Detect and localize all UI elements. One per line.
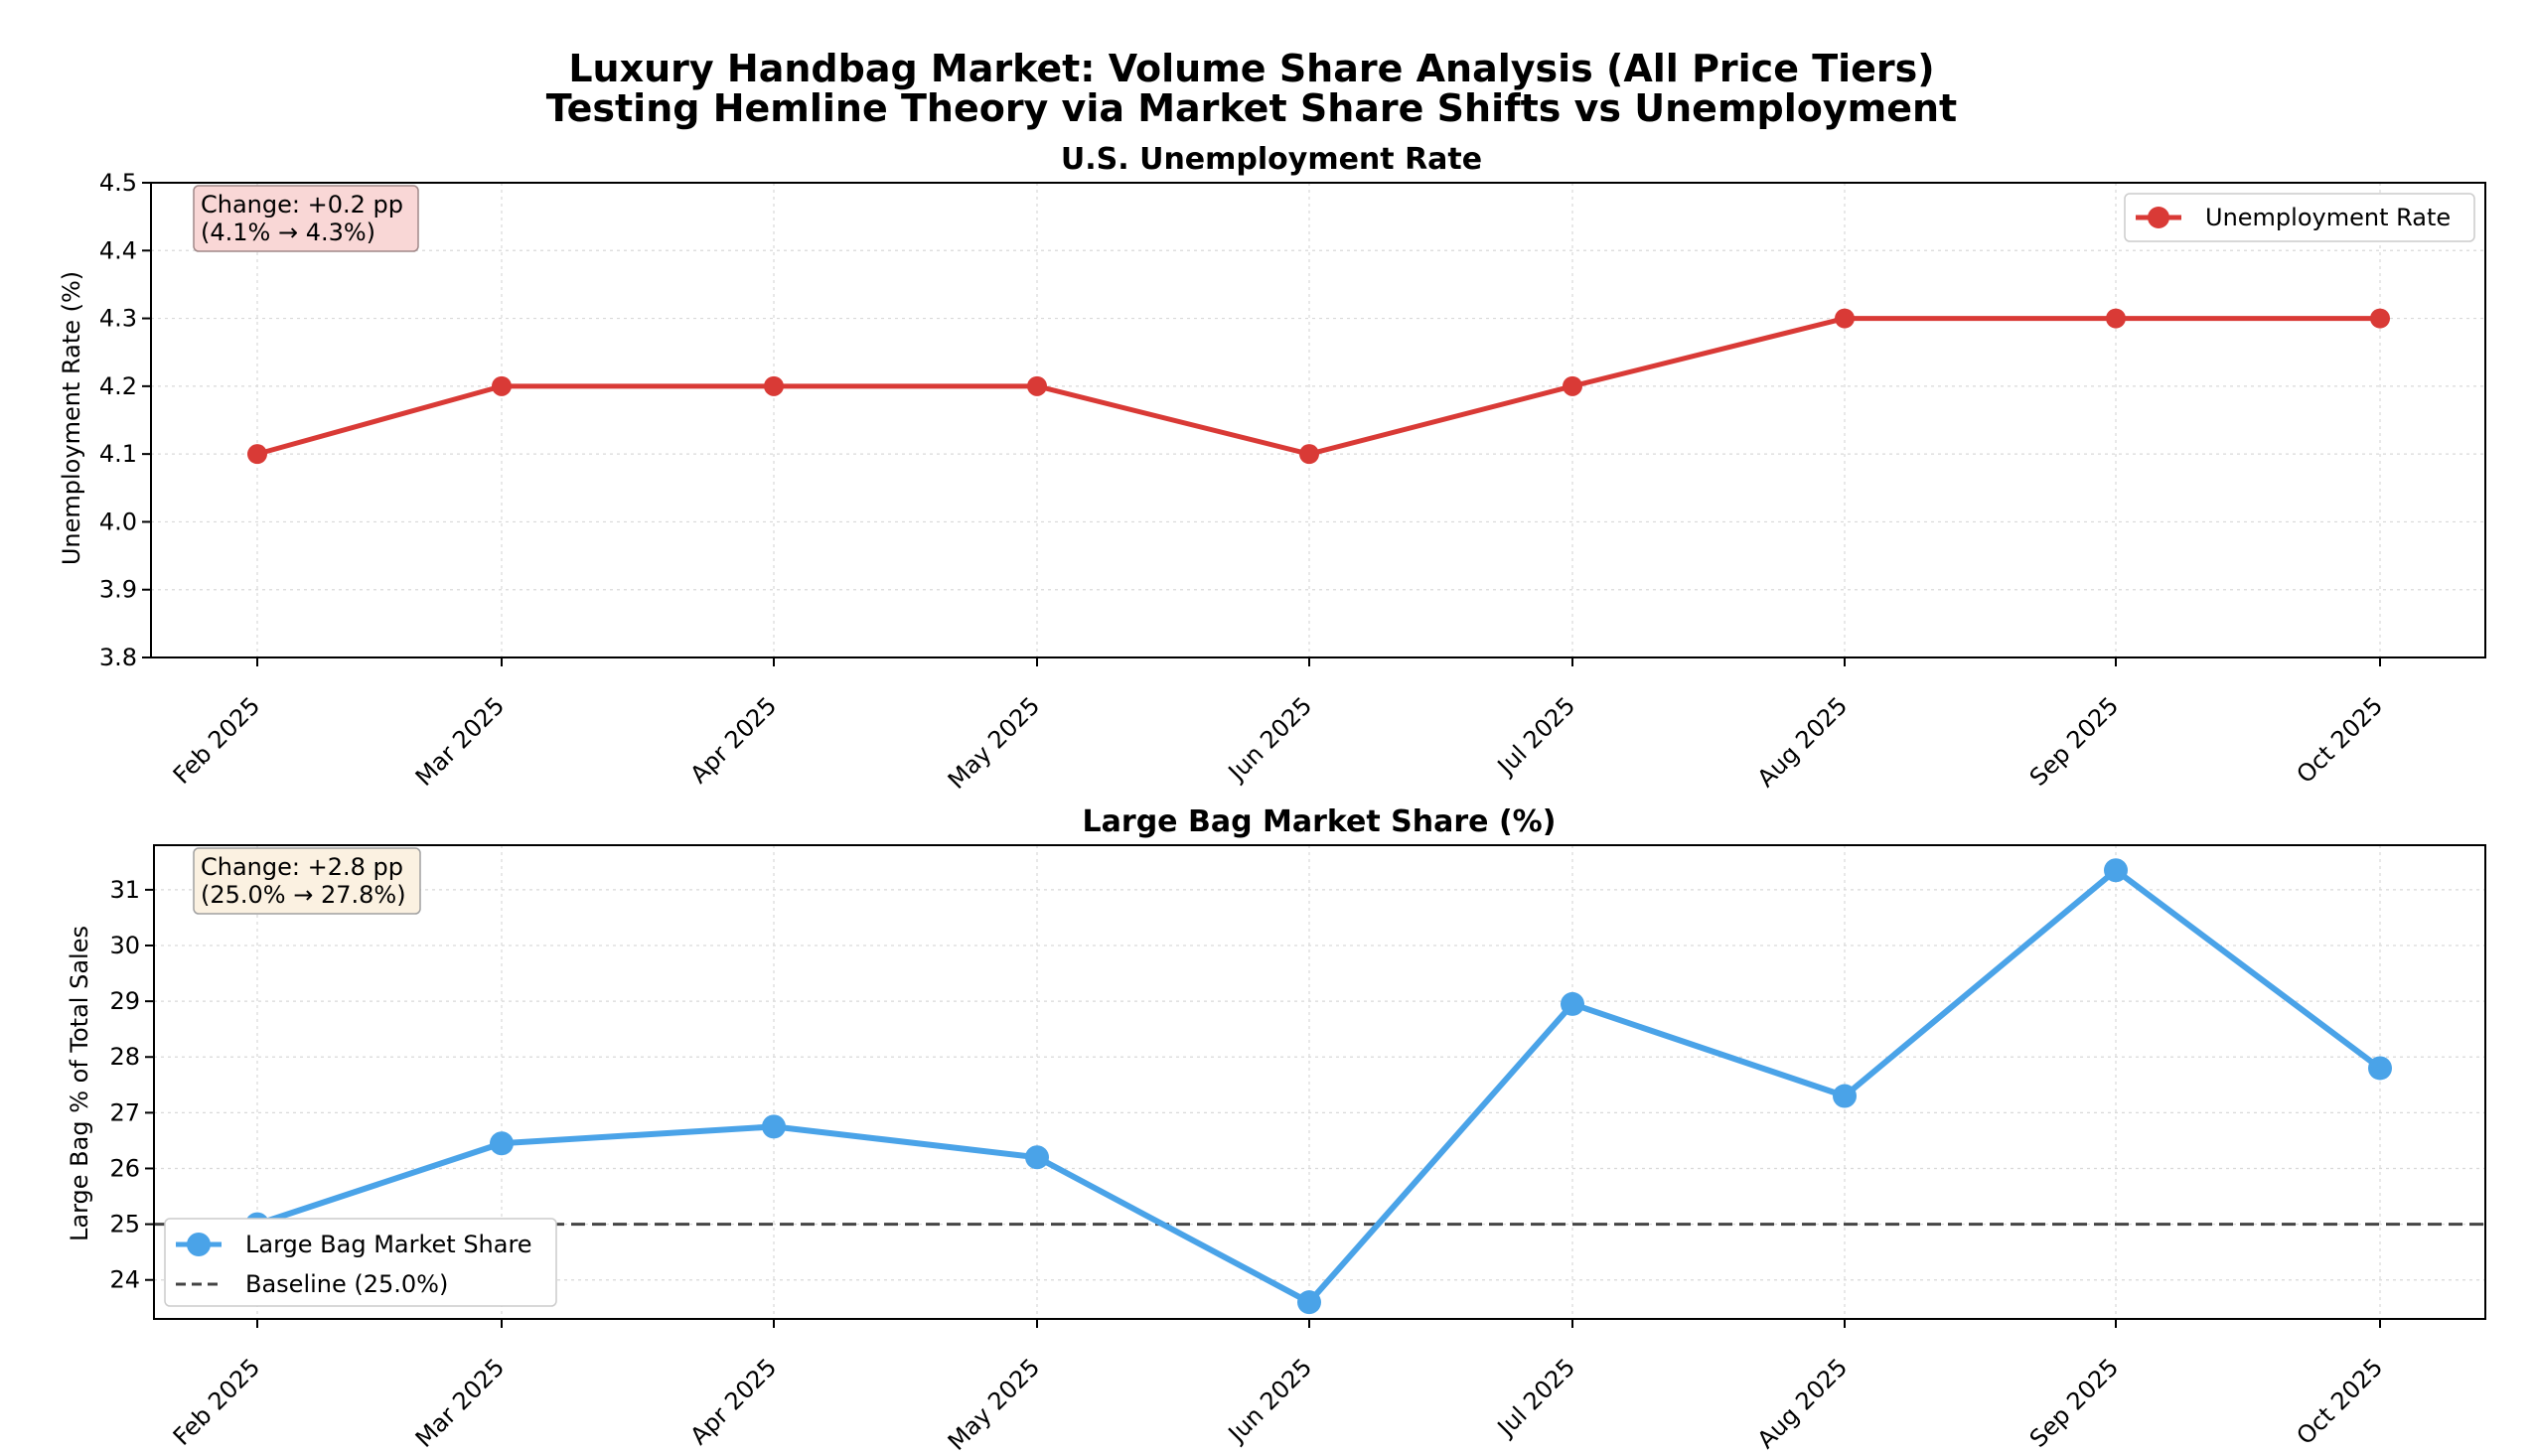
- y-tick-label: 29: [109, 987, 140, 1015]
- y-tick-label: 4.1: [99, 440, 137, 468]
- x-tick-label: Sep 2025: [2024, 1353, 2124, 1452]
- annotation-box: [193, 847, 421, 915]
- data-point: [762, 1114, 786, 1139]
- suptitle-line1: Luxury Handbag Market: Volume Share Anal…: [568, 47, 1934, 90]
- x-tick-label: May 2025: [943, 691, 1045, 794]
- x-tick-label: Apr 2025: [684, 1353, 782, 1450]
- y-axis-label: Large Bag % of Total Sales: [66, 926, 93, 1241]
- y-tick-label: 4.3: [99, 305, 137, 333]
- x-tick-label: Apr 2025: [684, 691, 782, 789]
- y-tick-label: 25: [109, 1211, 140, 1238]
- legend-box: [164, 1218, 557, 1307]
- data-point: [2106, 308, 2126, 329]
- y-tick-label: 4.2: [99, 372, 137, 400]
- x-tick-label: Jul 2025: [1491, 691, 1580, 781]
- data-point: [1835, 308, 1855, 329]
- annotation-line1: Change: +2.8 pp: [201, 853, 403, 881]
- y-tick-label: 4.0: [99, 508, 137, 535]
- y-tick-label: 3.8: [99, 644, 137, 671]
- series-line: [254, 867, 2383, 1306]
- series-line: [254, 316, 2383, 457]
- y-tick-label: 24: [109, 1266, 140, 1294]
- x-tick-label: Aug 2025: [1752, 1353, 1854, 1454]
- y-tick-label: 3.9: [99, 576, 137, 604]
- data-point: [764, 375, 784, 396]
- annotation-line1: Change: +0.2 pp: [201, 191, 403, 218]
- x-tick-label: Mar 2025: [410, 1353, 510, 1452]
- legend-marker-large-bag: [187, 1233, 211, 1256]
- data-point: [492, 375, 512, 396]
- annotation-box: [193, 185, 419, 252]
- legend-marker-unemployment: [2148, 207, 2169, 228]
- plot-frame: [150, 182, 2486, 658]
- x-tick-label: May 2025: [943, 1353, 1045, 1455]
- x-tick-label: Oct 2025: [2292, 691, 2389, 789]
- data-point: [2370, 308, 2390, 329]
- data-point: [2368, 1056, 2392, 1081]
- x-tick-label: Jun 2025: [1222, 691, 1317, 787]
- change-annotation: Change: +2.8 pp (25.0% → 27.8%): [193, 847, 421, 915]
- data-point: [1563, 375, 1582, 396]
- chart-title: U.S. Unemployment Rate: [1061, 142, 1482, 177]
- y-tick-label: 31: [109, 876, 140, 904]
- annotation-line2: (4.1% → 4.3%): [201, 218, 375, 246]
- legend-label-unemployment: Unemployment Rate: [2205, 204, 2451, 231]
- legend-box: [2124, 193, 2475, 242]
- data-point: [2104, 858, 2128, 883]
- legend-label-baseline: Baseline (25.0%): [245, 1270, 448, 1298]
- data-point: [1299, 444, 1319, 465]
- legend: Unemployment Rate: [2124, 193, 2475, 242]
- x-tick-label: Mar 2025: [410, 691, 510, 791]
- y-tick-label: 4.5: [99, 169, 137, 197]
- y-axis-label: Unemployment Rate (%): [58, 271, 85, 565]
- x-tick-label: Sep 2025: [2024, 691, 2124, 791]
- data-point: [1297, 1290, 1321, 1315]
- plot-frame: [153, 844, 2486, 1320]
- data-point: [247, 444, 267, 465]
- x-tick-label: Feb 2025: [168, 691, 265, 789]
- legend-label-large-bag: Large Bag Market Share: [245, 1231, 532, 1258]
- x-tick-label: Aug 2025: [1752, 691, 1854, 793]
- large-bag-share-chart: Large Bag Market Share (%) 24 25 26 27 28 29 3…: [66, 804, 2486, 1456]
- change-annotation: Change: +0.2 pp (4.1% → 4.3%): [193, 185, 419, 252]
- chart-title: Large Bag Market Share (%): [1083, 804, 1557, 839]
- data-point: [1561, 991, 1584, 1016]
- data-point: [1025, 1145, 1049, 1170]
- data-point: [490, 1131, 514, 1156]
- x-tick-label: Jun 2025: [1222, 1353, 1317, 1448]
- annotation-line2: (25.0% → 27.8%): [201, 881, 406, 909]
- y-tick-label: 28: [109, 1043, 140, 1071]
- unemployment-chart: U.S. Unemployment Rate 3.8 3.9 4.0 4.1 4.2 4.…: [58, 142, 2486, 795]
- data-point: [1833, 1084, 1857, 1108]
- x-tick-label: Jul 2025: [1491, 1353, 1580, 1442]
- y-tick-label: 27: [109, 1098, 140, 1126]
- y-tick-label: 4.4: [99, 236, 137, 264]
- legend: Large Bag Market Share Baseline (25.0%): [164, 1218, 557, 1307]
- data-point: [1027, 375, 1047, 396]
- y-tick-label: 30: [109, 932, 140, 959]
- y-tick-label: 26: [109, 1154, 140, 1182]
- x-tick-label: Oct 2025: [2292, 1353, 2389, 1450]
- suptitle-line2: Testing Hemline Theory via Market Share …: [546, 86, 1957, 130]
- x-tick-label: Feb 2025: [168, 1353, 265, 1450]
